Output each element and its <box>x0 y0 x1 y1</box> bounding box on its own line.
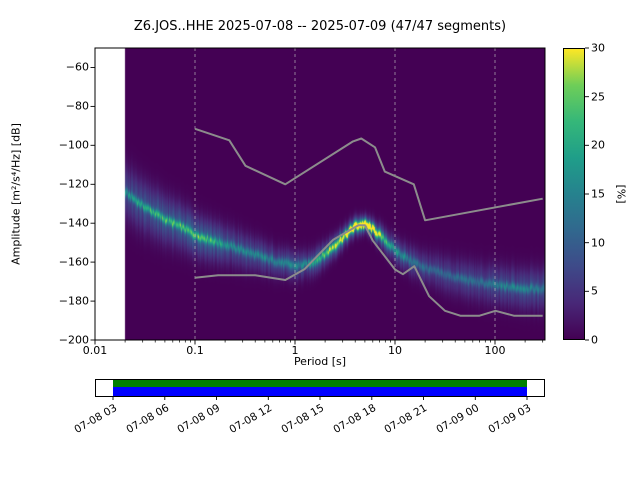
x-tick-label: 100 <box>484 344 506 357</box>
timeline-tick-label: 07-08 21 <box>382 402 430 437</box>
plot-title: Z6.JOS..HHE 2025-07-08 -- 2025-07-09 (47… <box>133 19 507 34</box>
y-tick-label: −200 <box>58 333 89 347</box>
colorbar-tick-label: 20 <box>591 138 605 152</box>
colorbar-tick-label: 25 <box>591 90 605 104</box>
timeline-coverage-bottom <box>113 387 527 396</box>
colorbar-tick-label: 0 <box>591 333 598 347</box>
timeline-tick-label: 07-08 15 <box>279 402 326 437</box>
y-tick-label: −80 <box>65 99 89 113</box>
ppsd-heatmap <box>95 48 545 340</box>
timeline-tick-label: 07-09 03 <box>486 402 533 437</box>
x-tick-label: 0.01 <box>82 344 108 357</box>
y-tick-label: −160 <box>58 255 89 269</box>
timeline-tick-label: 07-09 00 <box>434 402 482 437</box>
y-axis-label: Amplitude [m²/s⁴/Hz] [dB] <box>9 123 23 265</box>
timeline-tick-label: 07-08 12 <box>227 402 275 437</box>
y-tick-label: −140 <box>58 216 89 230</box>
y-tick-label: −180 <box>58 294 89 308</box>
timeline-coverage-top <box>113 380 527 387</box>
x-tick-label: 0.1 <box>186 344 204 357</box>
y-tick-label: −120 <box>58 177 89 191</box>
colorbar-tick-label: 10 <box>591 236 605 250</box>
y-tick-label: −100 <box>58 138 89 152</box>
y-tick-label: −60 <box>65 60 89 74</box>
x-axis-label: Period [s] <box>293 355 347 368</box>
timeline-tick-label: 07-08 06 <box>123 402 171 437</box>
timeline-bar <box>95 379 545 397</box>
colorbar-tick-label: 15 <box>591 187 605 201</box>
timeline-tick-label: 07-08 03 <box>72 402 119 437</box>
x-tick-label: 1 <box>291 344 299 357</box>
colorbar-tick-label: 5 <box>591 284 598 298</box>
colorbar-tick-label: 30 <box>591 41 605 55</box>
x-tick-label: 10 <box>388 344 403 357</box>
timeline-tick-label: 07-08 09 <box>175 402 223 437</box>
colorbar <box>563 48 585 340</box>
timeline-tick-label: 07-08 18 <box>330 402 378 437</box>
colorbar-label: [%] <box>614 184 628 204</box>
